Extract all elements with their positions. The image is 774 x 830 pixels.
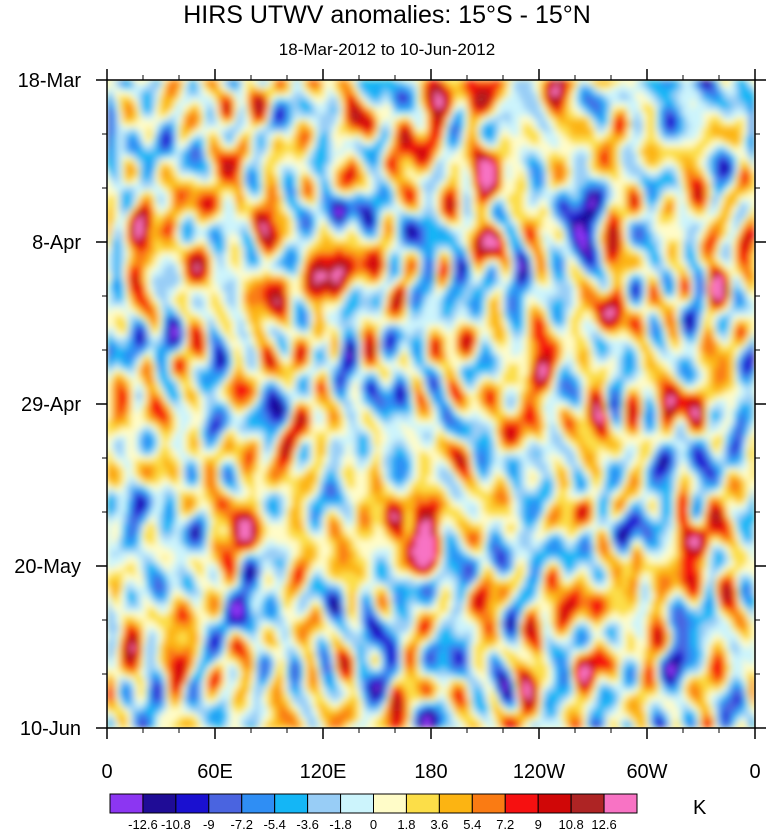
chart-subtitle: 18-Mar-2012 to 10-Jun-2012: [278, 40, 496, 59]
colorbar-swatch: [537, 793, 572, 814]
colorbar-swatch: [504, 793, 539, 814]
colorbar-swatch: [109, 793, 144, 814]
colorbar: -12.6 -10.8 -9 -7.2 -5.4 -3.6 -1.8 0 1.8 3.6 5.4 7.…: [109, 793, 638, 830]
colorbar-level-label: 1.8: [397, 817, 415, 830]
anomaly-field-image: [107, 80, 755, 728]
x-tick-label: 120W: [513, 761, 565, 783]
colorbar-swatch: [142, 793, 177, 814]
colorbar-level-label: 7.2: [496, 817, 514, 830]
colorbar-swatch: [307, 793, 342, 814]
y-tick-label: 18-Mar: [18, 70, 82, 92]
colorbar-swatch: [570, 793, 605, 814]
y-tick-label: 10-Jun: [20, 718, 81, 740]
chart-title: HIRS UTWV anomalies: 15°S - 15°N: [183, 1, 591, 29]
colorbar-swatch: [241, 793, 276, 814]
colorbar-swatch: [274, 793, 309, 814]
colorbar-level-label: -7.2: [231, 817, 253, 830]
colorbar-level-label: -1.8: [329, 817, 351, 830]
colorbar-swatch: [405, 793, 440, 814]
colorbar-level-label: 10.8: [558, 817, 583, 830]
colorbar-level-label: 12.6: [591, 817, 616, 830]
colorbar-swatch: [603, 793, 638, 814]
colorbar-swatch: [208, 793, 243, 814]
y-tick-label: 29-Apr: [21, 394, 81, 416]
x-tick-label: 60E: [197, 761, 233, 783]
colorbar-level-label: -12.6: [128, 817, 158, 830]
y-tick-label: 20-May: [14, 556, 81, 578]
colorbar-level-label: 0: [370, 817, 377, 830]
x-tick-label: 60W: [626, 761, 667, 783]
colorbar-level-label: 5.4: [463, 817, 481, 830]
x-tick-label: 120E: [300, 761, 347, 783]
y-tick-label: 8-Apr: [32, 232, 81, 254]
colorbar-level-label: -5.4: [263, 817, 285, 830]
colorbar-swatch: [340, 793, 374, 814]
y-axis: 18-Mar 8-Apr 29-Apr 20-May 10-Jun: [14, 70, 766, 740]
anomaly-field: [107, 80, 755, 728]
x-tick-label: 0: [101, 761, 112, 783]
colorbar-units: K: [693, 797, 707, 819]
colorbar-level-label: 9: [535, 817, 542, 830]
colorbar-swatch: [175, 793, 210, 814]
colorbar-swatch: [471, 793, 506, 814]
colorbar-level-label: -10.8: [161, 817, 191, 830]
x-tick-label: 0: [749, 761, 760, 783]
colorbar-level-label: -9: [203, 817, 215, 830]
colorbar-swatch: [373, 793, 407, 814]
x-tick-label: 180: [414, 761, 447, 783]
colorbar-level-label: 3.6: [430, 817, 448, 830]
colorbar-swatch: [438, 793, 473, 814]
x-axis: 0 60E 120E 180 120W 60W 0: [101, 69, 761, 783]
colorbar-level-label: -3.6: [296, 817, 318, 830]
